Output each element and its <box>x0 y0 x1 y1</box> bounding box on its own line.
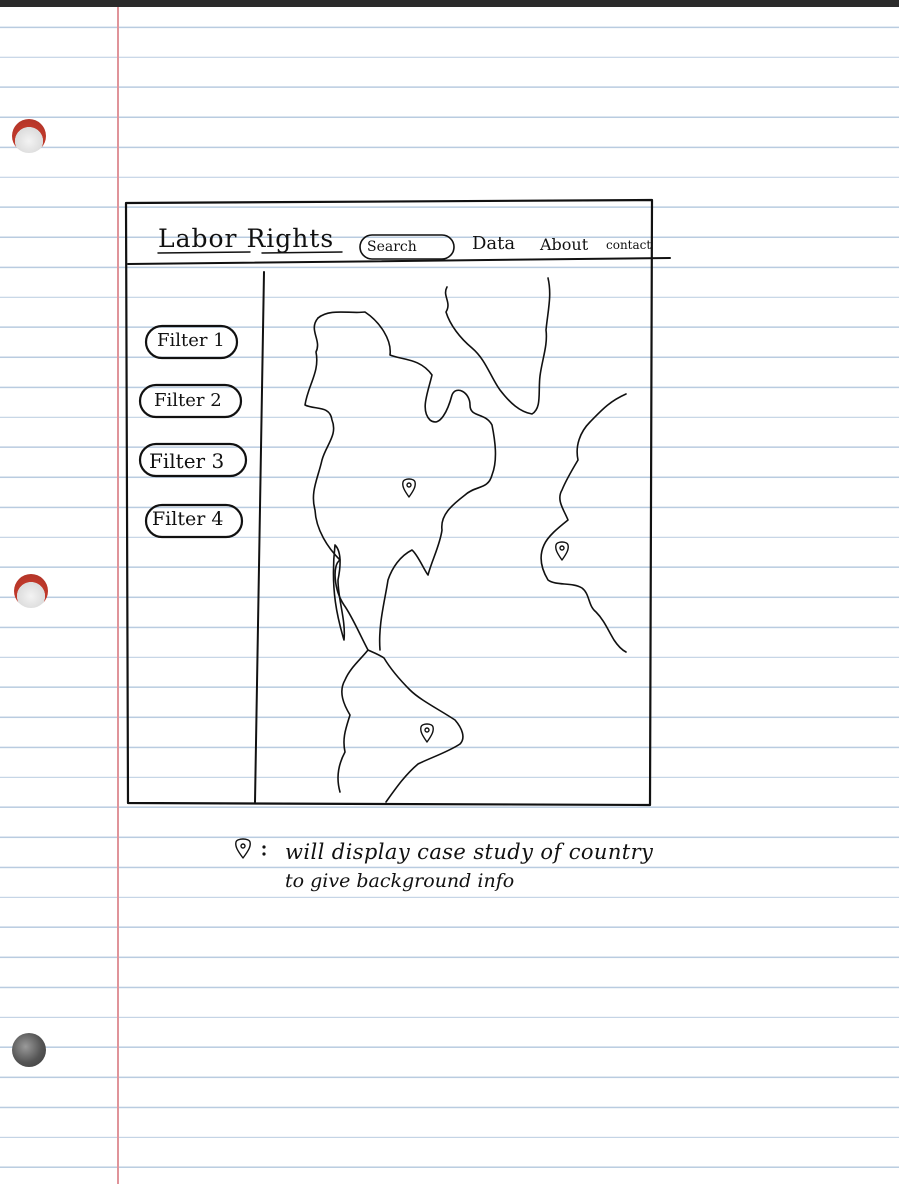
filter-4-button[interactable] <box>144 503 244 539</box>
filter-1-button[interactable] <box>144 324 239 360</box>
map-pin-icon[interactable] <box>555 541 569 561</box>
filter-4-label[interactable]: Filter 4 <box>152 508 224 530</box>
binder-hole <box>12 119 46 153</box>
legend-text-line-1: will display case study of country <box>285 840 654 864</box>
binder-hole <box>14 574 48 608</box>
header-divider <box>127 257 671 265</box>
nav-data[interactable]: Data <box>472 233 516 254</box>
wireframe-frame <box>124 198 654 807</box>
filter-2-button[interactable] <box>138 383 243 419</box>
map-pin-icon[interactable] <box>420 723 434 743</box>
search-button[interactable] <box>359 234 455 260</box>
legend-pin-icon <box>235 838 251 859</box>
filter-3-button[interactable] <box>138 442 248 478</box>
nav-about[interactable]: About <box>540 235 589 254</box>
filter-2-label[interactable]: Filter 2 <box>154 390 222 411</box>
site-title: Labor Rights <box>158 224 335 253</box>
map-pin-icon[interactable] <box>402 478 416 498</box>
nav-contact[interactable]: contact <box>606 238 652 252</box>
filter-1-label[interactable]: Filter 1 <box>157 330 225 351</box>
sidebar-divider <box>254 271 265 803</box>
filter-3-label[interactable]: Filter 3 <box>149 449 225 473</box>
margin-line <box>117 7 119 1184</box>
legend-text-line-2: to give background info <box>285 870 515 892</box>
world-map <box>304 277 627 803</box>
search-label[interactable]: Search <box>367 239 417 255</box>
binder-hole <box>12 1033 46 1067</box>
